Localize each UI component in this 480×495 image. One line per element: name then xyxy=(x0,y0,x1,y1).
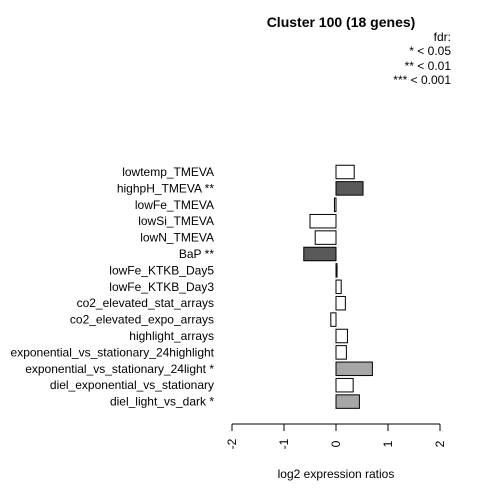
category-label-lowfe-tmeva: lowFe_TMEVA xyxy=(135,198,214,212)
bar-lown-tmeva xyxy=(314,230,337,245)
bar-lowfe-ktkb-day3 xyxy=(335,279,342,295)
category-label-diel-exponential-vs-stationary: diel_exponential_vs_stationary xyxy=(50,378,214,392)
category-label-exponential-vs-stationary-24highlight: exponential_vs_stationary_24highlight xyxy=(11,345,215,359)
category-label-diel-light-vs-dark: diel_light_vs_dark * xyxy=(110,395,214,409)
category-label-lowfe-ktkb-day5: lowFe_KTKB_Day5 xyxy=(109,263,214,277)
x-tick-label-2: 0 xyxy=(329,440,343,447)
category-label-lowtemp-tmeva: lowtemp_TMEVA xyxy=(122,165,214,179)
category-label-lown-tmeva: lowN_TMEVA xyxy=(140,231,214,245)
category-labels: lowtemp_TMEVA highpH_TMEVA ** lowFe_TMEVAl… xyxy=(11,165,215,409)
x-tick-label-0: -2 xyxy=(225,438,239,449)
bar-highph-tmeva xyxy=(335,181,364,196)
bar-exponential-vs-stationary-24light xyxy=(335,361,373,377)
bar-bap xyxy=(303,246,337,262)
bar-exponential-vs-stationary-24highlight xyxy=(335,345,347,360)
bar-highlight-arrays xyxy=(335,328,348,344)
bars-group xyxy=(303,164,373,409)
category-label-co2-elevated-stat-arrays: co2_elevated_stat_arrays xyxy=(77,296,214,310)
chart-title: Cluster 100 (18 genes) xyxy=(267,14,416,30)
bar-co2-elevated-stat-arrays xyxy=(335,295,346,311)
bar-lowsi-tmeva xyxy=(309,213,337,229)
legend-title: fdr: xyxy=(434,30,451,44)
bar-lowtemp-tmeva xyxy=(335,164,355,180)
bar-co2-elevated-expo-arrays xyxy=(330,312,337,327)
x-tick-label-3: 1 xyxy=(381,440,395,447)
category-label-exponential-vs-stationary-24light: exponential_vs_stationary_24light * xyxy=(25,362,214,376)
bar-lowfe-tmeva xyxy=(333,197,337,213)
category-label-highlight-arrays: highlight_arrays xyxy=(129,329,214,343)
bar-diel-light-vs-dark xyxy=(335,394,360,409)
bar-diel-exponential-vs-stationary xyxy=(335,377,354,393)
category-label-highph-tmeva: highpH_TMEVA ** xyxy=(117,181,214,195)
category-label-co2-elevated-expo-arrays: co2_elevated_expo_arrays xyxy=(70,313,214,327)
bar-lowfe-ktkb-day5 xyxy=(335,263,338,278)
x-axis-label: log2 expression ratios xyxy=(278,467,395,481)
category-label-bap: BaP ** xyxy=(179,247,214,261)
category-label-lowfe-ktkb-day3: lowFe_KTKB_Day3 xyxy=(109,280,214,294)
legend-entry-3: *** < 0.001 xyxy=(393,73,451,87)
category-label-lowsi-tmeva: lowSi_TMEVA xyxy=(138,214,214,228)
x-tick-label-4: 2 xyxy=(433,440,447,447)
legend-entry-1: * < 0.05 xyxy=(409,44,451,58)
x-tick-label-1: -1 xyxy=(277,438,291,449)
x-axis: -2 -1 0 1 2 xyxy=(225,423,447,449)
legend-entry-2: ** < 0.01 xyxy=(405,59,452,73)
